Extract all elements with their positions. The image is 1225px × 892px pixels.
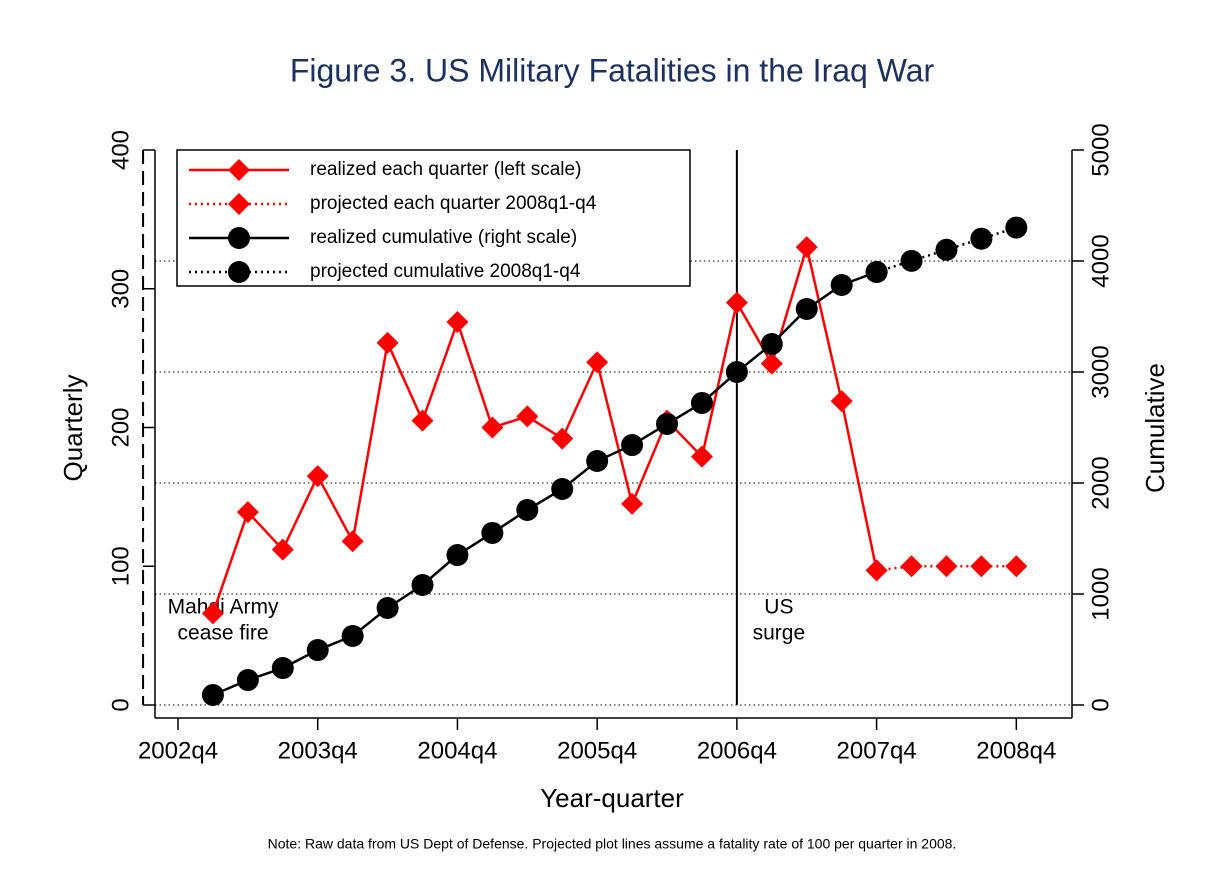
legend-marker [228,193,250,215]
data-point [271,538,294,561]
y-tick-label: 0 [107,698,134,711]
data-point [551,477,574,500]
y2-tick-label: 4000 [1087,234,1114,287]
data-point [376,596,399,619]
data-point [970,227,993,250]
data-point [516,498,539,521]
data-point [935,238,958,261]
data-point [690,445,713,468]
y2-tick-label: 5000 [1087,123,1114,176]
y2-tick-label: 1000 [1087,567,1114,620]
data-point [865,260,888,283]
data-point [446,311,469,334]
data-point [306,465,329,488]
data-point [411,409,434,432]
data-point [201,602,224,625]
data-point [621,434,644,457]
data-point [830,390,853,413]
x-axis-label: Year-quarter [540,783,684,813]
data-point [341,530,364,553]
data-point [795,297,818,320]
annotation: surge [753,622,806,645]
data-point [656,412,679,435]
data-point [446,544,469,567]
data-point [900,249,923,272]
data-point [760,333,783,356]
data-point [236,669,259,692]
chart-title: Figure 3. US Military Fatalities in the … [290,52,935,88]
x-tick-label: 2007q4 [837,737,917,764]
annotation: cease fire [178,622,269,645]
data-point [481,416,504,439]
data-point [935,555,958,578]
data-point [271,657,294,680]
x-tick-label: 2005q4 [557,737,637,764]
data-point [690,391,713,414]
legend-label: projected each quarter 2008q1-q4 [310,193,597,214]
legend-marker [228,159,250,181]
data-point [341,624,364,647]
y-tick-label: 400 [107,130,134,170]
y-tick-label: 100 [107,546,134,586]
x-tick-label: 2008q4 [976,737,1056,764]
x-tick-label: 2006q4 [697,737,777,764]
data-point [1005,216,1028,239]
note: Note: Raw data from US Dept of Defense. … [268,836,957,852]
data-point [586,450,609,473]
data-point [201,684,224,707]
legend-label: realized each quarter (left scale) [310,159,581,180]
y2-tick-label: 0 [1087,698,1114,711]
data-point [586,351,609,374]
legend-marker [228,227,250,249]
data-point [551,427,574,450]
data-point [306,639,329,662]
legend-label: realized cumulative (right scale) [310,227,577,248]
annotation: US [764,596,793,619]
data-point [760,352,783,375]
x-tick-label: 2004q4 [417,737,497,764]
data-point [236,501,259,524]
data-point [516,405,539,428]
data-point [795,236,818,259]
data-point [1005,555,1028,578]
data-point [621,492,644,515]
data-point [411,574,434,597]
legend-label: projected cumulative 2008q1-q4 [310,261,581,282]
y-tick-label: 200 [107,407,134,447]
y-axis-label: Quarterly [58,375,88,482]
y2-tick-label: 3000 [1087,345,1114,398]
y2-tick-label: 2000 [1087,456,1114,509]
data-point [481,521,504,544]
y2-axis-label: Cumulative [1140,363,1170,493]
data-point [725,291,748,314]
legend-box [176,149,691,287]
series-line [211,242,878,614]
data-point [970,555,993,578]
data-point [830,273,853,296]
x-tick-label: 2003q4 [278,737,358,764]
x-tick-label: 2002q4 [138,737,218,764]
y-tick-label: 300 [107,269,134,309]
data-point [865,559,888,582]
data-point [725,361,748,383]
data-point [376,331,399,354]
data-point [900,555,923,578]
legend-marker [228,261,250,283]
annotation: Mahdi Army [168,596,279,619]
